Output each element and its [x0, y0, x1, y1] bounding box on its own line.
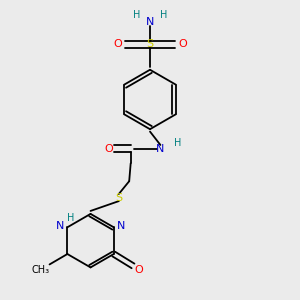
Text: N: N [56, 221, 64, 231]
Text: O: O [113, 40, 122, 50]
Text: O: O [135, 266, 143, 275]
Text: CH₃: CH₃ [32, 266, 50, 275]
Text: H: H [67, 213, 74, 224]
Text: N: N [146, 17, 154, 27]
Text: H: H [133, 11, 140, 20]
Text: H: H [174, 139, 182, 148]
Text: S: S [115, 193, 122, 202]
Text: S: S [146, 40, 154, 50]
Text: O: O [104, 143, 113, 154]
Text: N: N [156, 143, 165, 154]
Text: H: H [160, 11, 167, 20]
Text: N: N [117, 221, 125, 231]
Text: O: O [178, 40, 187, 50]
